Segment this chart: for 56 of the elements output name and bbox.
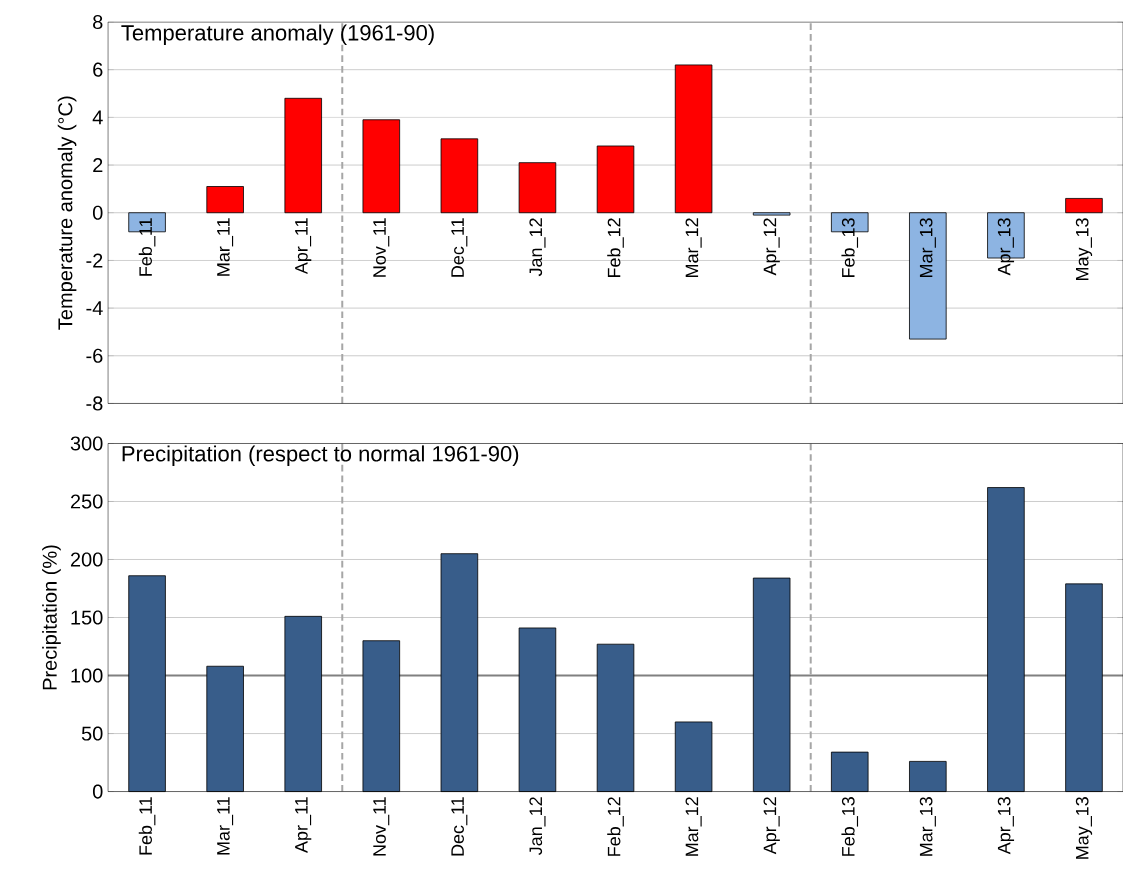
y-tick-label: 0 (92, 784, 103, 799)
y-tick-label: -8 (86, 396, 103, 411)
x-tick-label: Dec_11 (451, 218, 468, 277)
bar (518, 162, 557, 214)
x-tick-label: Apr_13 (997, 797, 1015, 855)
x-tick-label: Mar_12 (685, 797, 702, 857)
y-tick-label: 150 (71, 610, 103, 625)
x-tick-label: Feb_13 (841, 797, 859, 857)
x-tick-label: Dec_11 (451, 797, 468, 856)
y-tick-label: -2 (86, 253, 103, 268)
x-tick-label: Nov_11 (373, 218, 390, 277)
bar (674, 64, 713, 214)
x-tick-label: Mar_13 (919, 218, 936, 278)
bar (596, 145, 635, 214)
y-tick-label: 0 (92, 205, 103, 221)
y-tick-label: 100 (71, 668, 103, 683)
y-tick-label: 300 (70, 436, 103, 451)
y-axis-title: Precipitation (%) (42, 545, 61, 690)
x-tick-label: May_13 (1075, 797, 1093, 860)
y-tick-label: 2 (93, 158, 103, 173)
x-tick-label: Mar_11 (217, 797, 234, 855)
x-tick-label: Feb_12 (607, 797, 624, 857)
x-tick-label: Apr_13 (997, 218, 1015, 276)
y-tick-label: 8 (93, 15, 103, 30)
x-tick-label: Apr_11 (295, 218, 312, 275)
x-tick-label: Mar_11 (217, 218, 234, 276)
bar (362, 119, 401, 214)
x-tick-label: Feb_11 (138, 218, 156, 276)
x-tick-label: May_13 (1075, 218, 1093, 281)
bar (1065, 198, 1103, 214)
bar (440, 138, 479, 214)
x-tick-label: Apr_11 (295, 797, 312, 854)
bar (909, 212, 947, 340)
y-tick-label: 4 (92, 110, 103, 125)
x-tick-label: Apr_12 (763, 218, 780, 276)
y-tick-label: 250 (70, 494, 103, 509)
chart-title: Precipitation (respect to normal 1961-90) (122, 445, 519, 467)
y-tick-label: -6 (86, 348, 103, 364)
x-tick-label: Mar_13 (919, 797, 936, 857)
bar (284, 98, 322, 214)
x-tick-label: Nov_11 (373, 797, 390, 856)
y-tick-label: -4 (86, 301, 103, 316)
chart-title: Temperature anomaly (1961-90) (121, 24, 434, 46)
y-axis-title: Temperature anomaly (°C) (57, 96, 77, 330)
x-tick-label: Feb_13 (841, 218, 859, 278)
y-tick-label: 200 (70, 552, 103, 567)
bar (206, 186, 244, 214)
x-tick-label: Jan_12 (529, 797, 546, 856)
x-tick-label: Jan_12 (529, 218, 546, 277)
y-tick-label: 6 (93, 62, 103, 77)
x-tick-label: Feb_12 (607, 218, 624, 278)
bar (752, 212, 791, 216)
y-tick-label: 50 (81, 726, 103, 741)
x-tick-label: Apr_12 (763, 797, 780, 855)
x-tick-label: Mar_12 (685, 218, 702, 278)
x-tick-label: Feb_11 (138, 797, 156, 855)
